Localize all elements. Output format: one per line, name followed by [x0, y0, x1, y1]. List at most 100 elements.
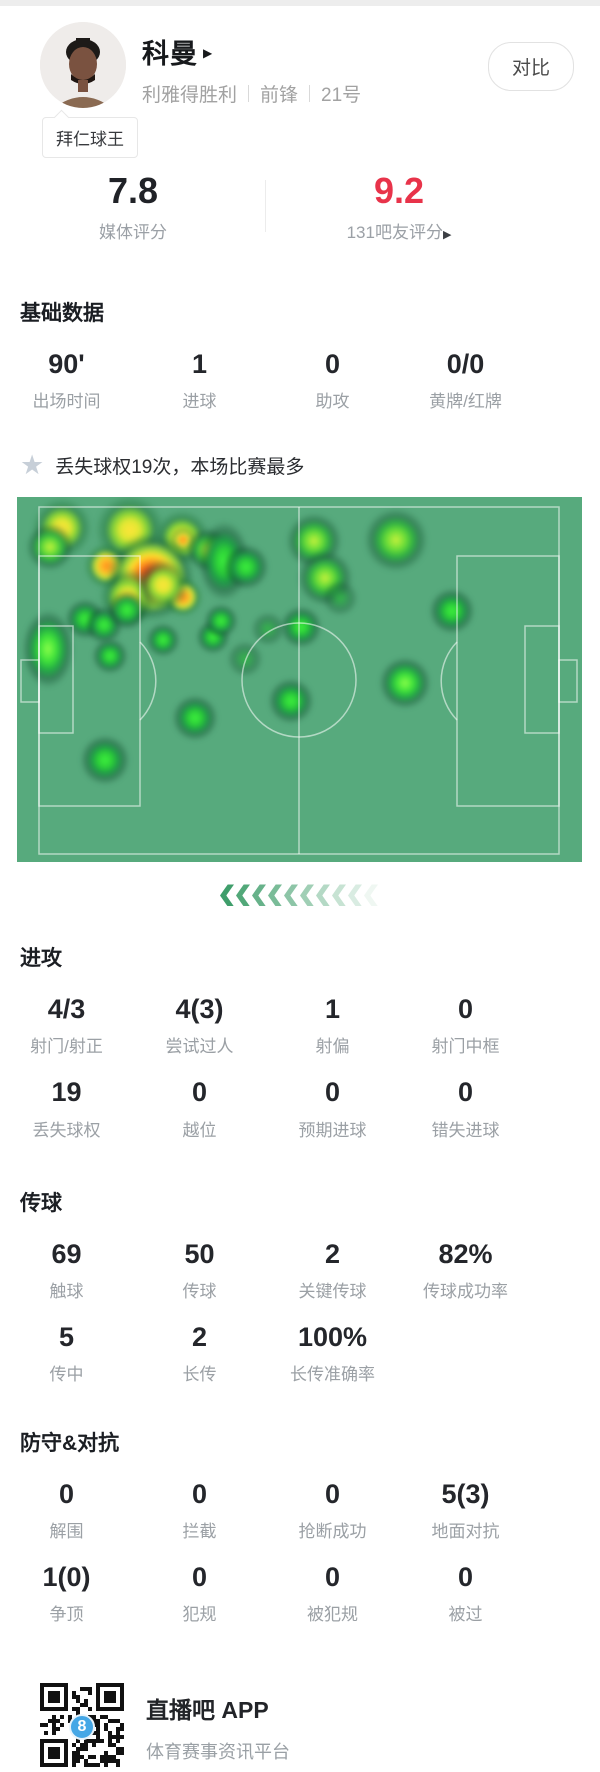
heat-blob — [364, 508, 428, 573]
stat-value: 0 — [324, 1478, 341, 1509]
stat-label: 关键传球 — [298, 1281, 367, 1301]
heat-blob — [280, 606, 322, 649]
heat-blob — [92, 638, 128, 675]
qr-logo-badge: 8 — [69, 1713, 95, 1740]
stat-cell: 0 越位 — [133, 1077, 266, 1140]
stat-label: 传球 — [182, 1281, 217, 1301]
stat-value: 69 — [51, 1238, 82, 1269]
media-rating-label: 媒体评分 — [99, 223, 167, 243]
stat-value: 0 — [457, 1077, 474, 1108]
separator — [248, 85, 250, 102]
stat-label: 地面对抗 — [431, 1521, 500, 1541]
fans-rating-arrow-icon: ▶ — [442, 229, 452, 242]
stat-label: 争顶 — [49, 1604, 84, 1624]
app-footer: 8 直播吧 APP 体育赛事资讯平台 — [40, 1682, 600, 1771]
player-photo — [40, 22, 126, 108]
stat-label: 抢断成功 — [298, 1521, 367, 1541]
heat-blob — [172, 695, 218, 742]
stat-value: 1 — [324, 994, 341, 1025]
stat-label: 解围 — [49, 1521, 84, 1541]
media-rating: 7.8 媒体评分 — [0, 170, 266, 243]
stat-cell: 69 触球 — [0, 1239, 133, 1302]
stat-label: 黄牌/红牌 — [429, 392, 502, 412]
player-tag-badge: 拜仁球王 — [42, 117, 138, 158]
rewind-chevron-icon — [284, 884, 298, 907]
stat-value: 0 — [324, 1561, 341, 1592]
rewind-chevron-icon — [268, 884, 282, 907]
stat-label: 丢失球权 — [32, 1120, 101, 1140]
qr-code: 8 — [40, 1682, 124, 1771]
passing-stats-grid: 69 触球 50 传球 2 关键传球 82% 传球成功率 5 传中 2 长传 1… — [0, 1239, 532, 1385]
stat-value: 1 — [191, 349, 208, 380]
star-icon: ★ — [20, 450, 45, 481]
section-title-attack: 进攻 — [20, 947, 62, 971]
player-name-row[interactable]: 科曼 ▶ — [142, 32, 361, 71]
stat-label: 错失进球 — [431, 1120, 500, 1140]
stat-value: 0/0 — [446, 349, 485, 380]
stat-cell: 100% 长传准确率 — [266, 1322, 399, 1385]
team-name: 利雅得胜利 — [142, 85, 238, 106]
stat-value: 2 — [191, 1321, 208, 1352]
fans-rating-value: 9.2 — [373, 170, 425, 211]
stat-label: 进球 — [182, 392, 217, 412]
heat-blob — [268, 678, 314, 725]
stat-cell: 0 射门中框 — [399, 994, 532, 1057]
stat-label: 出场时间 — [32, 392, 101, 412]
heat-blob — [429, 588, 475, 635]
stat-cell: 0 抢断成功 — [266, 1479, 399, 1542]
stat-cell: 1 进球 — [133, 349, 266, 412]
stat-label: 拦截 — [182, 1521, 217, 1541]
rewind-chevron-icon — [300, 884, 314, 907]
player-avatar — [40, 22, 126, 108]
heat-blob — [223, 544, 269, 591]
stat-value: 0 — [324, 1077, 341, 1108]
rewind-chevron-icon — [332, 884, 346, 907]
stat-cell: 4/3 射门/射正 — [0, 994, 133, 1057]
attack-stats-grid: 4/3 射门/射正 4(3) 尝试过人 1 射偏 0 射门中框 19 丢失球权 … — [0, 994, 532, 1140]
stat-value: 0 — [457, 994, 474, 1025]
compare-button[interactable]: 对比 — [487, 42, 574, 91]
basic-stats-grid: 90' 出场时间 1 进球 0 助攻 0/0 黄牌/红牌 — [0, 349, 532, 412]
stat-cell: 0 解围 — [0, 1479, 133, 1542]
fans-rating[interactable]: 9.2 131吧友评分▶ — [266, 170, 532, 243]
heat-blob — [322, 580, 358, 617]
stat-cell: 0 预期进球 — [266, 1077, 399, 1140]
player-name: 科曼 — [142, 39, 198, 69]
heat-blob — [22, 610, 74, 689]
stat-cell: 1 射偏 — [266, 994, 399, 1057]
stat-cell: 2 长传 — [133, 1322, 266, 1385]
stat-label: 长传 — [182, 1364, 217, 1384]
separator — [309, 85, 311, 102]
media-rating-value: 7.8 — [107, 170, 159, 211]
stat-cell: 0 被过 — [399, 1562, 532, 1625]
heat-blob — [379, 657, 431, 710]
stat-label: 射门中框 — [431, 1037, 500, 1057]
ratings-row: 7.8 媒体评分 9.2 131吧友评分▶ — [0, 170, 532, 243]
stat-label: 射偏 — [315, 1037, 350, 1057]
stat-label: 被犯规 — [307, 1604, 358, 1624]
rewind-chevron-icon — [236, 884, 250, 907]
stat-value: 5(3) — [441, 1478, 490, 1509]
stat-value: 50 — [184, 1238, 215, 1269]
heat-blob — [80, 735, 130, 786]
fans-rating-label: 131吧友评分▶ — [346, 223, 452, 243]
stat-value: 0 — [58, 1478, 75, 1509]
highlight-row: ★ 丢失球权19次，本场比赛最多 — [20, 452, 600, 479]
highlight-text: 丢失球权19次，本场比赛最多 — [55, 457, 305, 479]
section-title-basic: 基础数据 — [20, 302, 104, 326]
ratings-divider — [265, 180, 266, 232]
stat-cell: 0 助攻 — [266, 349, 399, 412]
stat-label: 越位 — [182, 1120, 217, 1140]
stat-label: 助攻 — [315, 392, 350, 412]
stat-label: 传球成功率 — [423, 1281, 508, 1301]
stat-value: 19 — [51, 1077, 82, 1108]
stat-cell: 2 关键传球 — [266, 1239, 399, 1302]
stat-label: 传中 — [49, 1364, 84, 1384]
player-position: 前锋 — [260, 85, 299, 106]
stat-cell: 0 错失进球 — [399, 1077, 532, 1140]
heat-blob — [251, 612, 285, 647]
stat-cell: 5 传中 — [0, 1322, 133, 1385]
stat-value: 4(3) — [175, 994, 224, 1025]
heat-blob — [146, 623, 180, 658]
stat-cell: 1(0) 争顶 — [0, 1562, 133, 1625]
